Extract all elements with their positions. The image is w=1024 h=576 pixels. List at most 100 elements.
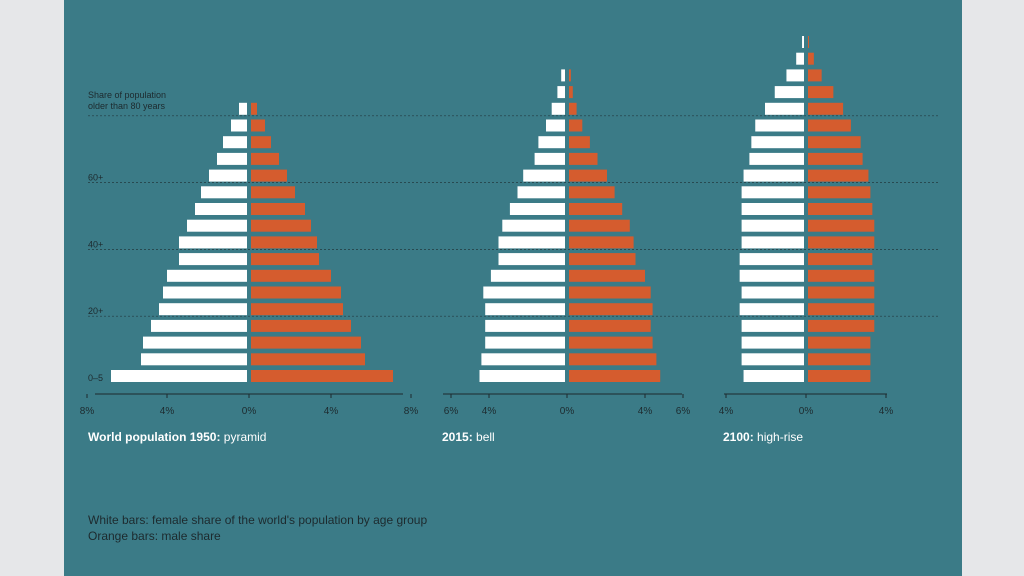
female-bar — [209, 169, 247, 182]
caption-2100-shape: high-rise — [757, 430, 804, 444]
male-bar — [569, 169, 607, 182]
female-bar — [481, 353, 565, 366]
male-bar — [251, 119, 265, 132]
female-bar — [187, 219, 247, 232]
male-bar — [251, 186, 295, 199]
female-bar — [217, 152, 247, 165]
female-bar — [490, 269, 565, 282]
female-bar — [179, 236, 247, 249]
male-bar — [808, 319, 875, 332]
male-bar — [569, 186, 615, 199]
male-bar — [569, 253, 636, 266]
female-bar — [485, 303, 565, 316]
male-bar — [251, 370, 393, 382]
caption-1950-year: World population 1950: — [88, 430, 221, 444]
x-tick-label: 0% — [799, 406, 814, 417]
male-bar — [569, 69, 571, 82]
female-bar — [786, 69, 804, 82]
male-bar — [808, 203, 873, 215]
female-bar — [231, 119, 247, 132]
female-bar — [741, 353, 804, 366]
caption-2100: 2100: high-rise — [723, 430, 803, 444]
male-bar — [569, 219, 630, 232]
female-bar — [143, 336, 247, 349]
female-bar — [479, 370, 565, 382]
caption-2015-shape: bell — [476, 430, 495, 444]
male-bar — [808, 86, 834, 99]
female-bar — [201, 186, 247, 199]
x-tick-label: 8% — [80, 406, 95, 417]
x-tick-label: 4% — [638, 406, 653, 417]
female-bar — [223, 136, 247, 149]
age-label: 40+ — [88, 239, 103, 249]
female-bar — [741, 219, 804, 232]
slide-background: 0–5 20+ 40+ 60+ Share of population older tha… — [64, 0, 962, 576]
male-bar — [569, 102, 577, 115]
male-bar — [569, 303, 653, 316]
caption-2015-year: 2015: — [442, 430, 473, 444]
caption-1950: World population 1950: pyramid — [88, 430, 266, 444]
x-tick-label: 0% — [242, 406, 257, 417]
male-bar — [808, 253, 873, 266]
female-bar — [179, 253, 247, 266]
male-bar — [808, 69, 822, 82]
female-bar — [167, 269, 247, 282]
x-tick-label: 4% — [160, 406, 175, 417]
legend: White bars: female share of the world's … — [88, 512, 427, 544]
male-bar — [808, 52, 814, 65]
male-bar — [251, 203, 305, 215]
male-bar — [808, 186, 871, 199]
female-bar — [743, 169, 804, 182]
female-bar — [741, 336, 804, 349]
male-bar — [569, 286, 651, 299]
female-bar — [485, 336, 565, 349]
x-tick-label: 4% — [482, 406, 497, 417]
caption-2100-year: 2100: — [723, 430, 754, 444]
female-bar — [749, 152, 804, 165]
male-bar — [251, 219, 311, 232]
x-tick-label: 8% — [404, 406, 419, 417]
age-label: 60+ — [88, 173, 103, 183]
x-tick-label: 6% — [444, 406, 459, 417]
female-bar — [159, 303, 247, 316]
male-bar — [808, 353, 871, 366]
female-bar — [485, 319, 565, 332]
female-bar — [517, 186, 565, 199]
male-bar — [808, 169, 869, 182]
male-bar — [251, 152, 279, 165]
caption-1950-shape: pyramid — [223, 430, 267, 444]
female-bar — [765, 102, 804, 115]
male-bar — [808, 236, 875, 249]
male-bar — [569, 119, 583, 132]
female-bar — [523, 169, 565, 182]
x-tick-label: 4% — [719, 406, 734, 417]
female-bar — [509, 203, 565, 215]
male-bar — [569, 86, 573, 99]
female-bar — [743, 370, 804, 382]
female-bar — [755, 119, 804, 132]
male-bar — [569, 236, 634, 249]
age-label: 20+ — [88, 306, 103, 316]
female-bar — [557, 86, 565, 99]
note-label: Share of population — [88, 90, 166, 100]
female-bar — [751, 136, 804, 149]
male-bar — [251, 269, 331, 282]
female-bar — [739, 303, 804, 316]
female-bar — [741, 186, 804, 199]
male-bar — [251, 303, 343, 316]
x-tick-label: 4% — [324, 406, 339, 417]
female-bar — [802, 36, 804, 48]
note-label: older than 80 years — [88, 101, 166, 111]
male-bar — [569, 336, 653, 349]
female-bar — [151, 319, 247, 332]
male-bar — [808, 370, 871, 382]
female-bar — [498, 236, 565, 249]
x-tick-label: 0% — [560, 406, 575, 417]
female-bar — [741, 236, 804, 249]
female-bar — [741, 203, 804, 215]
legend-female: White bars: female share of the world's … — [88, 513, 428, 527]
male-bar — [569, 136, 590, 149]
female-bar — [498, 253, 565, 266]
male-bar — [808, 269, 875, 282]
female-bar — [141, 353, 247, 366]
